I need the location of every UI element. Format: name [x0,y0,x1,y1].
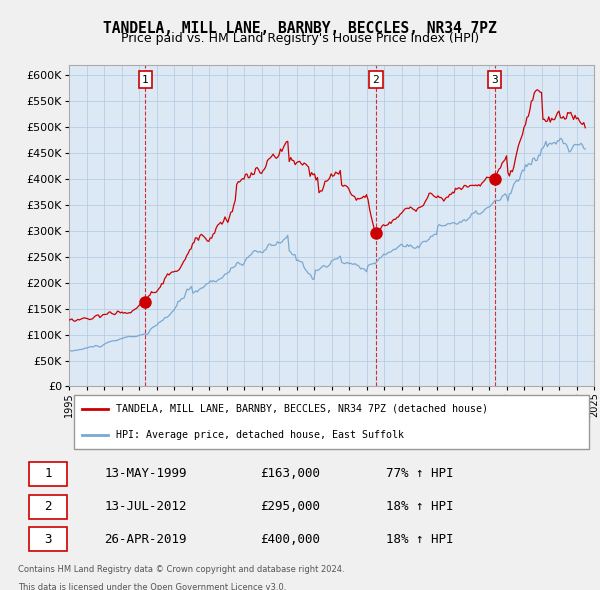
Text: HPI: Average price, detached house, East Suffolk: HPI: Average price, detached house, East… [116,430,404,440]
Text: 26-APR-2019: 26-APR-2019 [104,533,187,546]
Text: 77% ↑ HPI: 77% ↑ HPI [386,467,454,480]
FancyBboxPatch shape [29,462,67,486]
Text: TANDELA, MILL LANE, BARNBY, BECCLES, NR34 7PZ: TANDELA, MILL LANE, BARNBY, BECCLES, NR3… [103,21,497,35]
Text: 18% ↑ HPI: 18% ↑ HPI [386,500,454,513]
Text: £163,000: £163,000 [260,467,320,480]
Text: 3: 3 [44,533,52,546]
Text: 18% ↑ HPI: 18% ↑ HPI [386,533,454,546]
Text: £400,000: £400,000 [260,533,320,546]
Text: 3: 3 [491,74,498,84]
Text: This data is licensed under the Open Government Licence v3.0.: This data is licensed under the Open Gov… [18,582,286,590]
Text: Contains HM Land Registry data © Crown copyright and database right 2024.: Contains HM Land Registry data © Crown c… [18,565,344,574]
Text: 13-MAY-1999: 13-MAY-1999 [104,467,187,480]
Text: TANDELA, MILL LANE, BARNBY, BECCLES, NR34 7PZ (detached house): TANDELA, MILL LANE, BARNBY, BECCLES, NR3… [116,404,488,414]
Text: 13-JUL-2012: 13-JUL-2012 [104,500,187,513]
Text: 2: 2 [373,74,379,84]
Text: 2: 2 [44,500,52,513]
Text: £295,000: £295,000 [260,500,320,513]
FancyBboxPatch shape [29,527,67,552]
FancyBboxPatch shape [74,395,589,449]
Text: Price paid vs. HM Land Registry's House Price Index (HPI): Price paid vs. HM Land Registry's House … [121,32,479,45]
Text: 1: 1 [44,467,52,480]
Text: 1: 1 [142,74,149,84]
FancyBboxPatch shape [29,494,67,519]
